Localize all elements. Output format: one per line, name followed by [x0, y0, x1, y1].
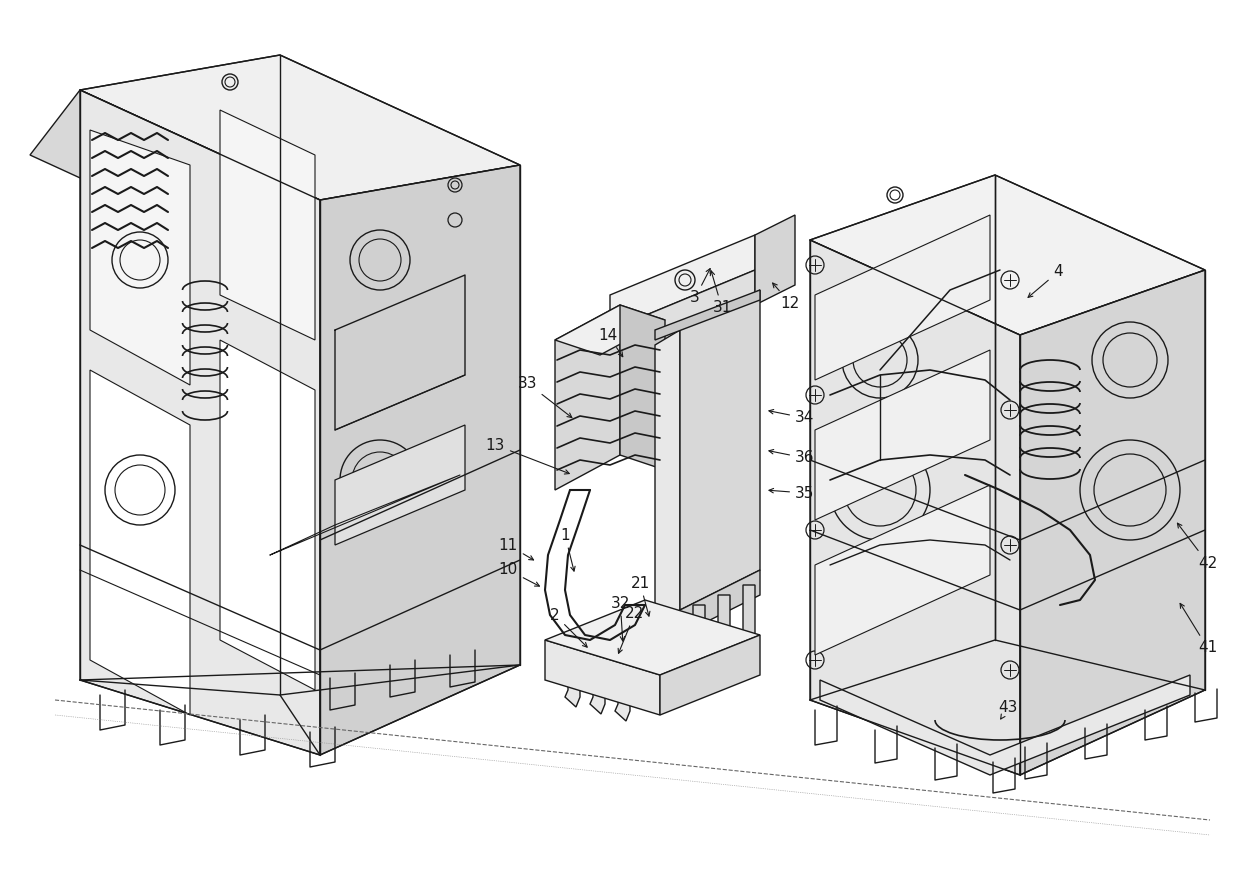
Polygon shape [620, 305, 665, 470]
Text: 33: 33 [517, 376, 572, 417]
Polygon shape [546, 600, 760, 675]
Polygon shape [715, 595, 730, 657]
Text: 4: 4 [1028, 264, 1063, 297]
Polygon shape [81, 55, 520, 200]
Polygon shape [30, 90, 320, 265]
Polygon shape [689, 605, 706, 667]
Polygon shape [665, 615, 680, 677]
Text: 13: 13 [486, 438, 569, 474]
Polygon shape [820, 675, 1190, 775]
Polygon shape [546, 640, 660, 715]
Text: 11: 11 [498, 537, 533, 560]
Polygon shape [680, 570, 760, 635]
Polygon shape [1021, 270, 1205, 775]
Polygon shape [755, 215, 795, 305]
Text: 1: 1 [560, 528, 575, 571]
Polygon shape [810, 240, 1021, 775]
Polygon shape [615, 659, 630, 721]
Text: 3: 3 [691, 269, 711, 306]
Text: 32: 32 [610, 596, 630, 641]
Polygon shape [815, 215, 990, 380]
Text: 10: 10 [498, 562, 539, 586]
Polygon shape [680, 290, 760, 610]
Polygon shape [556, 305, 620, 490]
Text: 34: 34 [769, 409, 815, 425]
Polygon shape [565, 645, 580, 707]
Polygon shape [815, 485, 990, 655]
Polygon shape [81, 90, 320, 755]
Polygon shape [320, 165, 520, 755]
Text: 2: 2 [551, 607, 588, 647]
Polygon shape [219, 110, 315, 340]
Text: 41: 41 [1180, 604, 1218, 656]
Polygon shape [219, 340, 315, 690]
Text: 21: 21 [630, 575, 650, 616]
Text: 22: 22 [619, 606, 645, 653]
Polygon shape [655, 290, 760, 340]
Polygon shape [91, 370, 190, 715]
Polygon shape [610, 235, 755, 330]
Polygon shape [590, 652, 605, 714]
Polygon shape [556, 305, 665, 355]
Text: 42: 42 [1178, 523, 1218, 570]
Text: 35: 35 [769, 485, 815, 500]
Polygon shape [740, 585, 755, 647]
Text: 31: 31 [711, 271, 732, 316]
Text: 12: 12 [773, 283, 800, 310]
Polygon shape [335, 425, 465, 545]
Polygon shape [610, 270, 755, 365]
Polygon shape [655, 610, 680, 650]
Polygon shape [655, 330, 680, 625]
Text: 36: 36 [769, 449, 815, 466]
Polygon shape [91, 130, 190, 385]
Polygon shape [660, 635, 760, 715]
Text: 43: 43 [998, 700, 1018, 719]
Polygon shape [815, 350, 990, 520]
Polygon shape [810, 175, 1205, 335]
Text: 14: 14 [599, 327, 622, 356]
